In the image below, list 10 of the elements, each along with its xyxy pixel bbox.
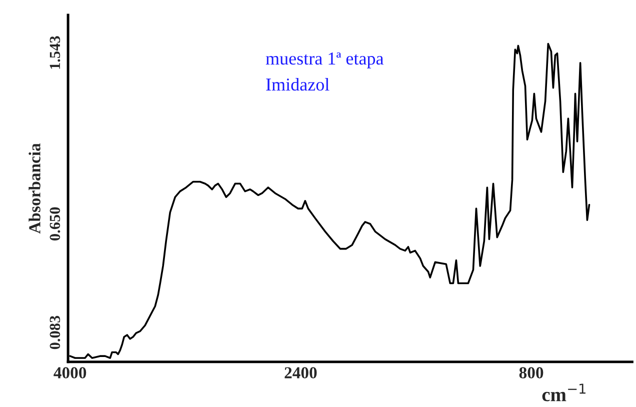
y-tick-label: 0.083: [50, 316, 60, 350]
x-axis-title: cm$^{−1}$: [542, 384, 586, 402]
x-tick-label: 4000: [54, 367, 86, 378]
x-tick-label: 800: [519, 367, 544, 378]
x-tick-label: 2400: [284, 367, 317, 378]
y-axis-title: Absorbancia: [28, 143, 40, 234]
annotation: Imidazol: [266, 78, 330, 91]
y-tick-label: 1.543: [50, 36, 60, 69]
annotation: muestra 1ª etapa: [266, 52, 384, 68]
y-tick-label: 0.650: [50, 207, 60, 240]
